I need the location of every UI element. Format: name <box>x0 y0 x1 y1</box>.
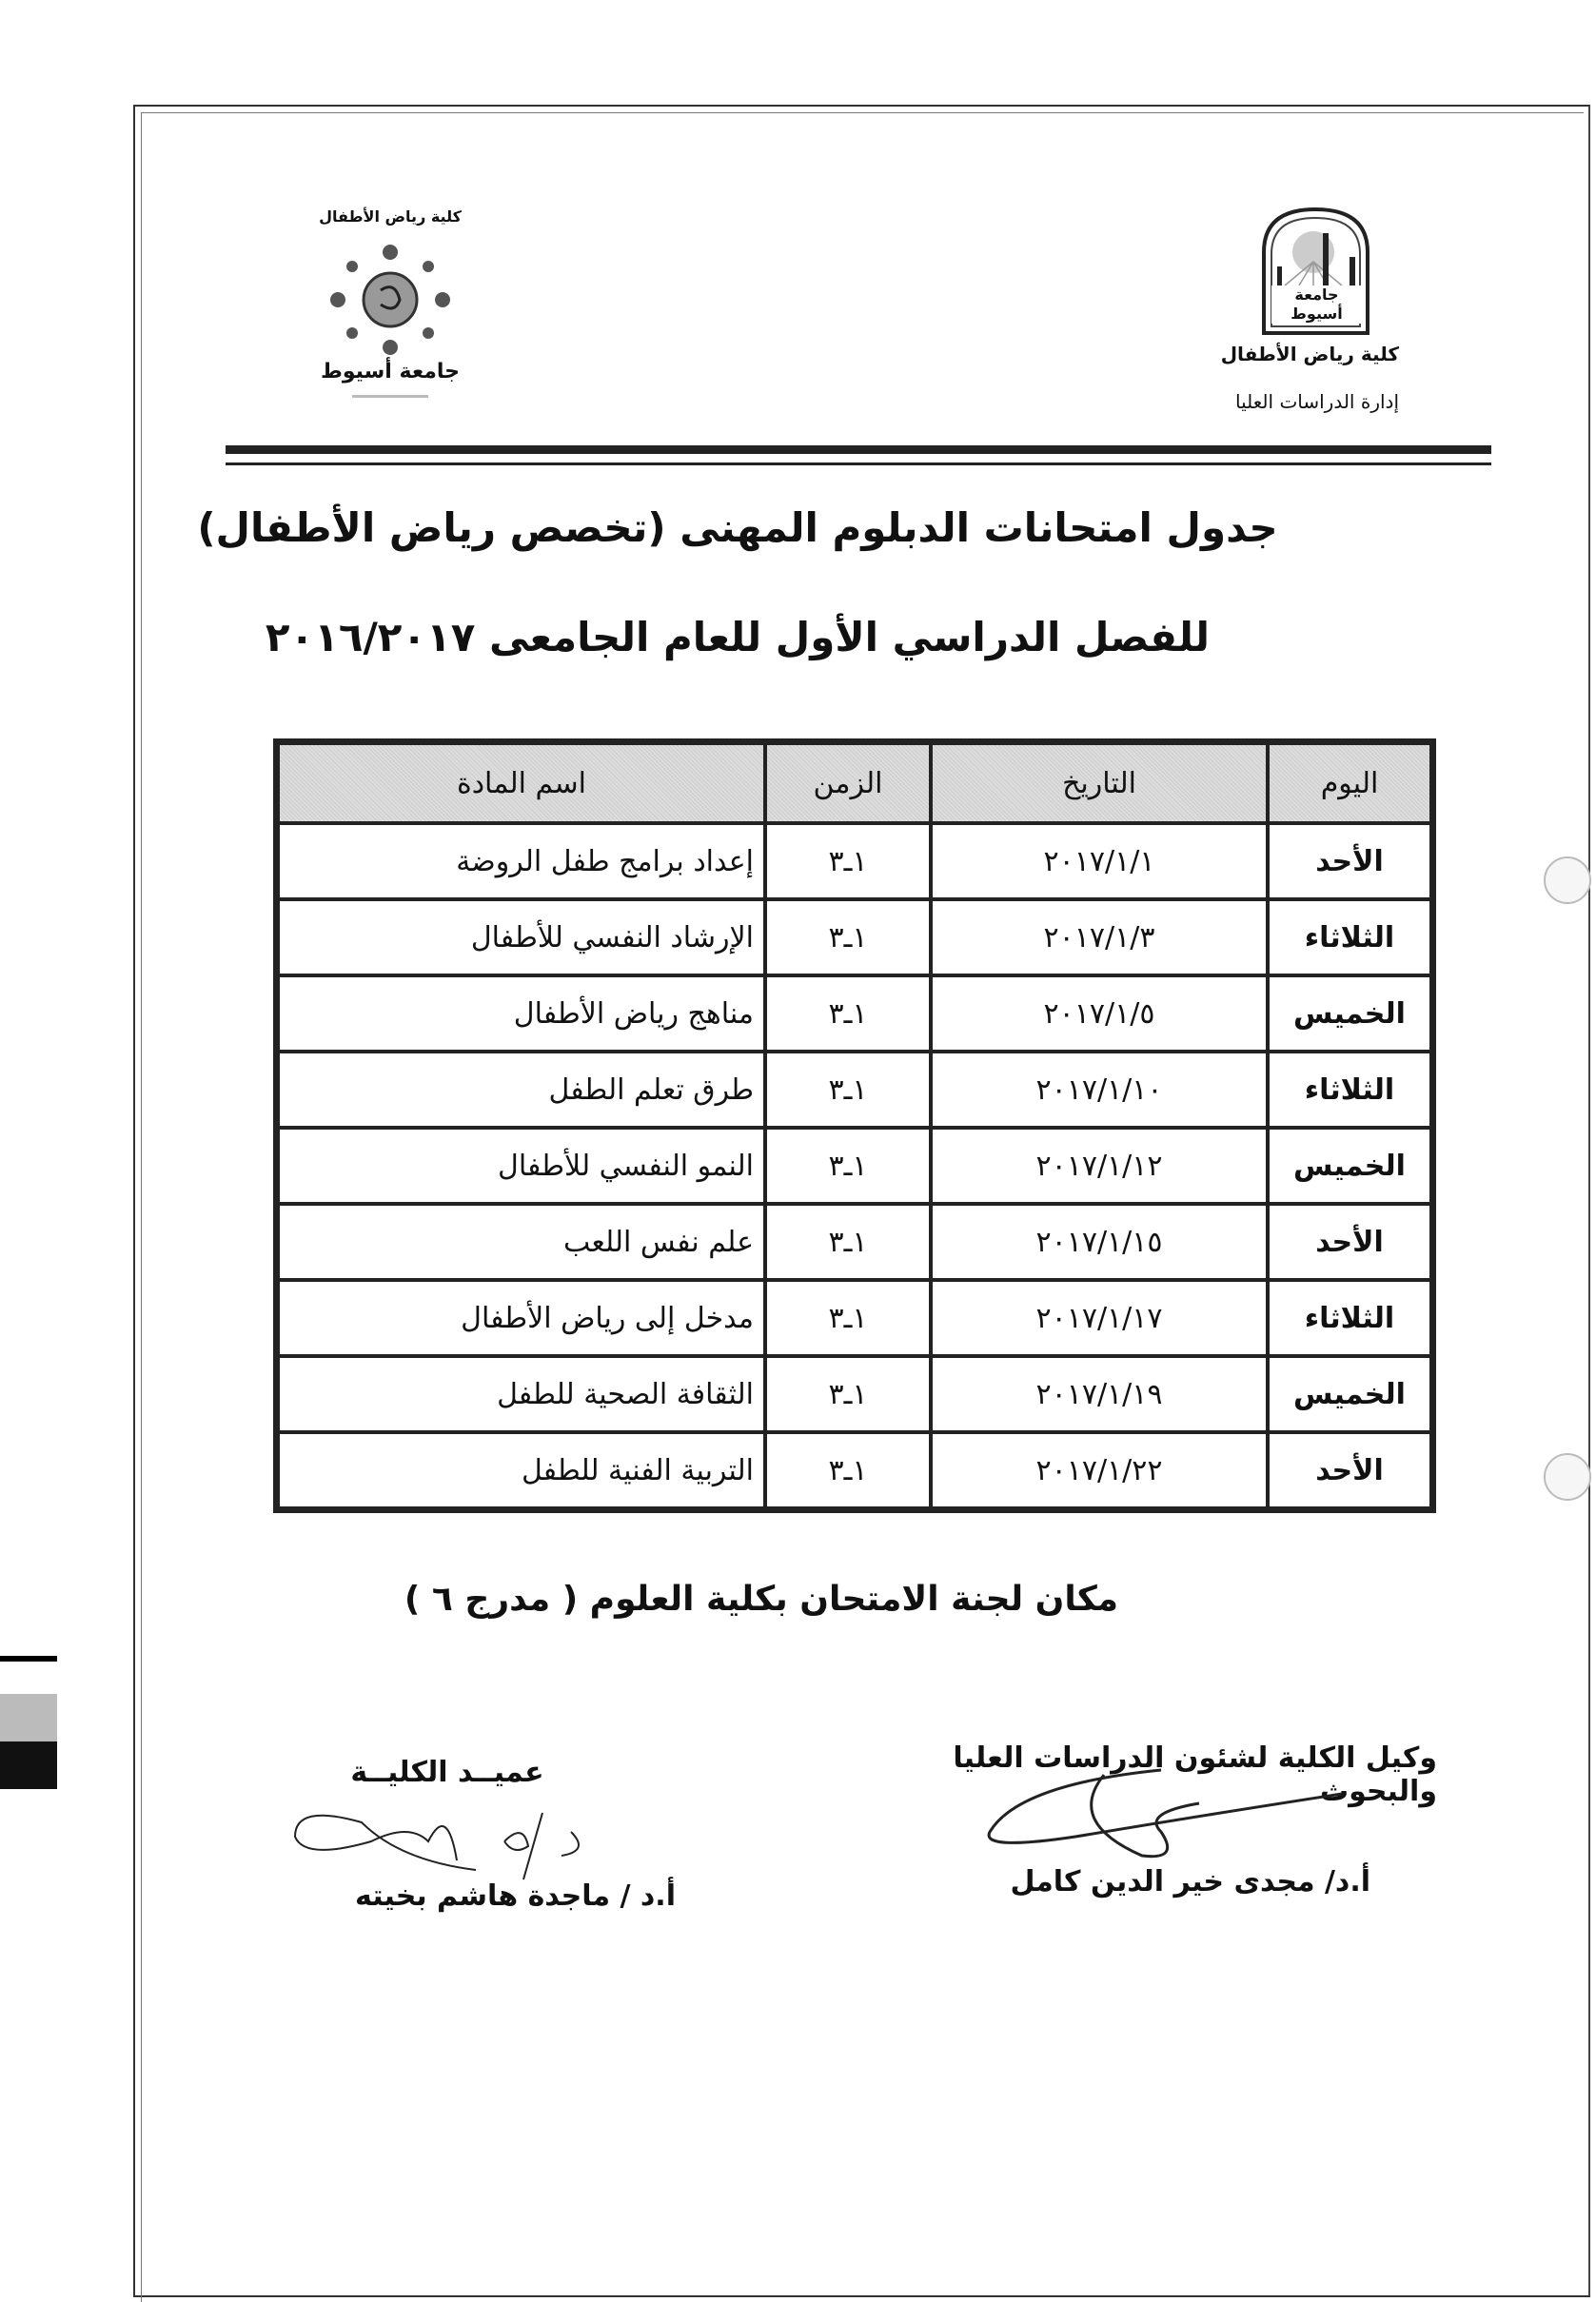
subject-cell: النمو النفسي للأطفال <box>278 1128 765 1204</box>
table-row: الخميس ٢٠١٧/١/١٩ ١ـ٣ الثقافة الصحية للطفل <box>278 1356 1431 1432</box>
exam-location: مكان لجنة الامتحان بكلية العلوم ( مدرج ٦… <box>404 1580 1119 1619</box>
punch-hole <box>1544 1453 1591 1501</box>
vice-dean-title: وكيل الكلية لشئون الدراسات العليا والبحو… <box>953 1741 1437 1808</box>
dean-name: أ.د / ماجدة هاشم بخيته <box>355 1879 676 1913</box>
table-row: الخميس ٢٠١٧/١/١٢ ١ـ٣ النمو النفسي للأطفال <box>278 1128 1431 1204</box>
day-cell: الخميس <box>1268 975 1431 1052</box>
time-cell: ١ـ٣ <box>765 1204 931 1280</box>
exam-schedule-table: اليوم التاريخ الزمن اسم المادة الأحد ٢٠١٧… <box>273 738 1436 1513</box>
date-cell: ٢٠١٧/١/١ <box>931 823 1268 899</box>
table-row: الثلاثاء ٢٠١٧/١/١٧ ١ـ٣ مدخل إلى رياض الأطفا… <box>278 1280 1431 1356</box>
table-row: الخميس ٢٠١٧/١/٥ ١ـ٣ مناهج رياض الأطفال <box>278 975 1431 1052</box>
date-cell: ٢٠١٧/١/٥ <box>931 975 1268 1052</box>
date-cell: ٢٠١٧/١/١٢ <box>931 1128 1268 1204</box>
table-row: الثلاثاء ٢٠١٧/١/٣ ١ـ٣ الإرشاد النفسي للأطفا… <box>278 899 1431 975</box>
subject-cell: علم نفس اللعب <box>278 1204 765 1280</box>
subject-cell: طرق تعلم الطفل <box>278 1052 765 1128</box>
assiut-university-logo <box>1262 207 1369 335</box>
time-cell: ١ـ٣ <box>765 1356 931 1432</box>
dean-signature <box>293 1812 580 1880</box>
date-cell: ٢٠١٧/١/١٩ <box>931 1356 1268 1432</box>
dean-title: عميــد الكليــة <box>350 1756 544 1789</box>
table-row: الأحد ٢٠١٧/١/٢٢ ١ـ٣ التربية الفنية للطفل <box>278 1432 1431 1508</box>
header-subject: اسم المادة <box>278 743 765 823</box>
department-name: إدارة الدراسات العليا <box>1235 390 1399 413</box>
subject-cell: الإرشاد النفسي للأطفال <box>278 899 765 975</box>
scan-edge-mark <box>0 1656 57 1799</box>
day-cell: الخميس <box>1268 1128 1431 1204</box>
day-cell: الأحد <box>1268 823 1431 899</box>
time-cell: ١ـ٣ <box>765 823 931 899</box>
date-cell: ٢٠١٧/١/١٠ <box>931 1052 1268 1128</box>
subject-cell: الثقافة الصحية للطفل <box>278 1356 765 1432</box>
table-header-row: اليوم التاريخ الزمن اسم المادة <box>278 743 1431 823</box>
day-cell: الأحد <box>1268 1432 1431 1508</box>
table-row: الثلاثاء ٢٠١٧/١/١٠ ١ـ٣ طرق تعلم الطفل <box>278 1052 1431 1128</box>
table-row: الأحد ٢٠١٧/١/١٥ ١ـ٣ علم نفس اللعب <box>278 1204 1431 1280</box>
vice-dean-signature <box>987 1768 1343 1859</box>
header-date: التاريخ <box>931 743 1268 823</box>
time-cell: ١ـ٣ <box>765 975 931 1052</box>
date-cell: ٢٠١٧/١/١٥ <box>931 1204 1268 1280</box>
document-subtitle: للفصل الدراسي الأول للعام الجامعى ٢٠١٦/٢… <box>265 614 1211 660</box>
time-cell: ١ـ٣ <box>765 899 931 975</box>
punch-hole <box>1544 856 1591 904</box>
day-cell: الثلاثاء <box>1268 1280 1431 1356</box>
document-title: جدول امتحانات الدبلوم المهنى (تخصص رياض … <box>197 504 1278 551</box>
day-cell: الخميس <box>1268 1356 1431 1432</box>
subject-cell: مناهج رياض الأطفال <box>278 975 765 1052</box>
day-cell: الأحد <box>1268 1204 1431 1280</box>
header-day: اليوم <box>1268 743 1431 823</box>
subject-cell: إعداد برامج طفل الروضة <box>278 823 765 899</box>
subject-cell: مدخل إلى رياض الأطفال <box>278 1280 765 1356</box>
date-cell: ٢٠١٧/١/١٧ <box>931 1280 1268 1356</box>
faculty-logo <box>330 245 450 398</box>
time-cell: ١ـ٣ <box>765 1280 931 1356</box>
subject-cell: التربية الفنية للطفل <box>278 1432 765 1508</box>
vice-dean-name: أ.د/ مجدى خير الدين كامل <box>1010 1865 1370 1899</box>
day-cell: الثلاثاء <box>1268 899 1431 975</box>
time-cell: ١ـ٣ <box>765 1052 931 1128</box>
table-row: الأحد ٢٠١٧/١/١ ١ـ٣ إعداد برامج طفل الروضة <box>278 823 1431 899</box>
faculty-logo-text-top: كلية رياض الأطفال <box>319 207 462 226</box>
header-rule-thin <box>226 462 1491 465</box>
date-cell: ٢٠١٧/١/٣ <box>931 899 1268 975</box>
university-logo-text: جامعة أسيوط <box>1271 285 1362 324</box>
header-time: الزمن <box>765 743 931 823</box>
faculty-name: كلية رياض الأطفال <box>1220 343 1399 365</box>
page-border-inner <box>141 112 1584 2302</box>
day-cell: الثلاثاء <box>1268 1052 1431 1128</box>
time-cell: ١ـ٣ <box>765 1432 931 1508</box>
header-rule <box>226 445 1491 454</box>
faculty-logo-text-bottom: جامعة أسيوط <box>321 360 460 384</box>
time-cell: ١ـ٣ <box>765 1128 931 1204</box>
date-cell: ٢٠١٧/١/٢٢ <box>931 1432 1268 1508</box>
